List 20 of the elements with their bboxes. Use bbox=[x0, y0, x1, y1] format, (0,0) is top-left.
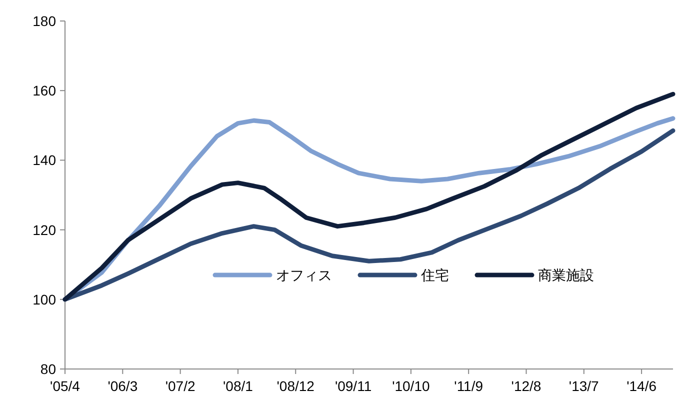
y-tick-label: 160 bbox=[32, 82, 56, 99]
legend-label: オフィス bbox=[276, 267, 332, 284]
x-tick-label: '06/3 bbox=[108, 378, 138, 394]
y-tick-label: 140 bbox=[32, 152, 56, 168]
x-tick-label: '05/4 bbox=[50, 378, 80, 394]
legend-label: 住宅 bbox=[420, 267, 449, 284]
x-tick-label: '11/9 bbox=[454, 378, 484, 394]
x-tick-label: '09/11 bbox=[334, 378, 372, 394]
x-tick-label: '07/2 bbox=[165, 378, 196, 394]
x-tick-label: '12/8 bbox=[511, 378, 542, 394]
x-tick-label: '13/7 bbox=[568, 378, 600, 394]
y-tick-label: 80 bbox=[40, 361, 56, 377]
y-tick-label: 100 bbox=[32, 291, 56, 308]
legend-label: 商業施設 bbox=[538, 267, 594, 284]
y-tick-label: 120 bbox=[32, 222, 56, 238]
x-tick-label: '08/1 bbox=[223, 378, 254, 394]
x-tick-label: '10/10 bbox=[392, 378, 430, 394]
y-tick-label: 180 bbox=[32, 13, 56, 29]
x-tick-label: '08/12 bbox=[276, 378, 315, 394]
x-tick-label: '14/6 bbox=[626, 378, 657, 394]
